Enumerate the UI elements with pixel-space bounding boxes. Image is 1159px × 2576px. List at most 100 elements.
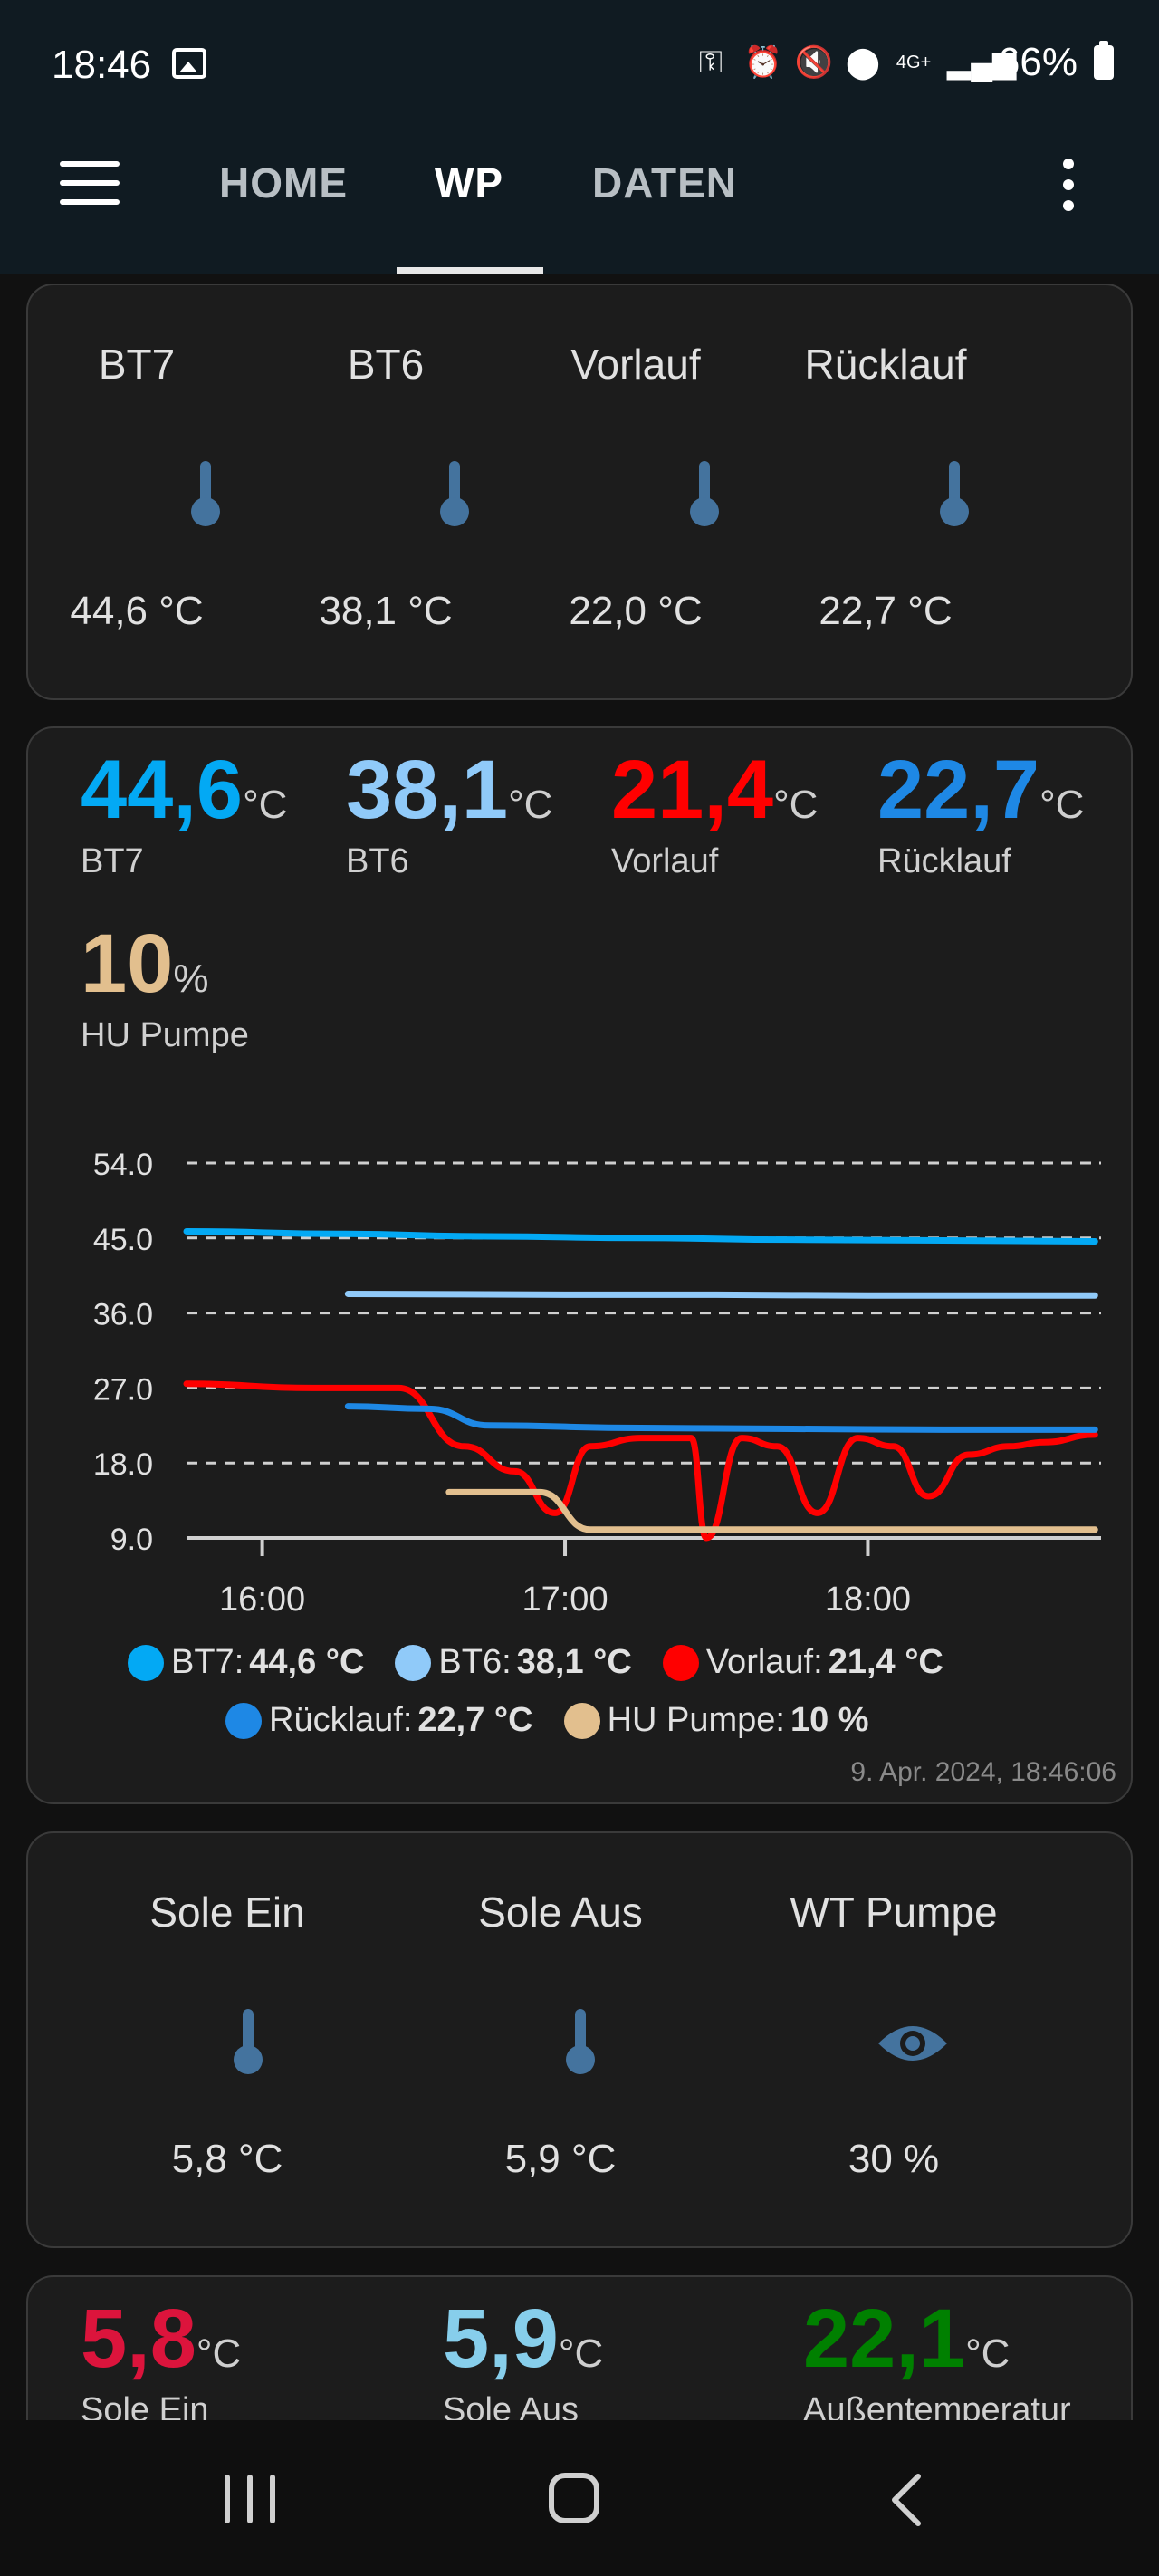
readout-value: 22,7 xyxy=(877,744,1040,836)
readout-value: 5,9 xyxy=(443,2292,559,2385)
readout-sole-ein: 5,8°C xyxy=(81,2292,241,2387)
sensor-name: Sole Ein xyxy=(149,1889,305,1936)
thermometer-icon xyxy=(690,461,719,526)
status-bar: 18:46 ⚿ ⏰ 🔇 ⬤ 4G+ ▂▄▆ 66% xyxy=(0,0,1159,131)
mini-graph-card[interactable]: 44,6°C BT7 38,1°C BT6 21,4°C Vorlauf 22,… xyxy=(26,726,1133,1804)
network-type-icon: 4G+ xyxy=(896,53,932,72)
y-tick-label: 36.0 xyxy=(93,1298,153,1332)
readout-value: 5,8 xyxy=(81,2292,196,2385)
readout-bt7: 44,6°C xyxy=(81,743,287,838)
readout-value: 10 xyxy=(81,918,174,1010)
location-icon: ⬤ xyxy=(845,45,880,80)
sensor-value: 22,7 °C xyxy=(819,589,953,633)
x-tick-label: 17:00 xyxy=(522,1581,608,1619)
sensor-ruecklauf[interactable]: Rücklauf xyxy=(790,340,981,389)
sensor-name: Sole Aus xyxy=(478,1889,643,1936)
sensor-sole-aus[interactable]: Sole Aus xyxy=(452,1888,669,1937)
series-line-r-cklauf xyxy=(344,1403,1098,1433)
sensor-sole-ein[interactable]: Sole Ein xyxy=(119,1888,336,1937)
readout-value: 38,1 xyxy=(346,744,509,836)
sensor-value: 5,8 °C xyxy=(171,2137,283,2181)
x-tick-label: 18:00 xyxy=(825,1581,911,1619)
tab-home[interactable]: HOME xyxy=(219,159,348,207)
sensor-bt6[interactable]: BT6 xyxy=(309,340,463,389)
line-chart: 9.0 18.0 27.0 36.0 45.0 54.0 16:00 17:00 18:00 xyxy=(93,1148,1101,1619)
readout-unit: °C xyxy=(773,783,819,827)
series-line-vorlauf xyxy=(183,1380,1098,1542)
readout-vorlauf: 21,4°C xyxy=(611,743,818,838)
legend-value: 22,7 °C xyxy=(417,1701,533,1739)
legend-value: 10 % xyxy=(790,1701,869,1739)
sensor-name: WT Pumpe xyxy=(790,1889,998,1936)
y-tick-label: 9.0 xyxy=(110,1523,153,1557)
legend-name: HU Pumpe: xyxy=(607,1701,785,1739)
sensor-bt7[interactable]: BT7 xyxy=(60,340,214,389)
readout-value: 44,6 xyxy=(81,744,244,836)
series-line-bt6 xyxy=(344,1290,1098,1299)
readout-ruecklauf: 22,7°C xyxy=(877,743,1084,838)
tab-daten[interactable]: DATEN xyxy=(592,159,738,207)
battery-percent: 66% xyxy=(997,40,1078,84)
readout-bt6: 38,1°C xyxy=(346,743,552,838)
readout-label: BT7 xyxy=(81,842,144,880)
readout-value: 22,1 xyxy=(803,2292,966,2385)
sensor-value: 22,0 °C xyxy=(569,589,703,633)
sensor-value: 44,6 °C xyxy=(70,589,204,633)
thermometer-icon xyxy=(191,461,220,526)
readout-hu-pumpe: 10% xyxy=(81,917,208,1012)
sensor-card-temperatures: BT7 44,6 °C BT6 38,1 °C Vorlauf 22,0 °C … xyxy=(26,284,1133,700)
readout-sole-aus: 5,9°C xyxy=(443,2292,603,2387)
legend-row-1: BT7: 44,6 °C BT6: 38,1 °C Vorlauf: 21,4 °C xyxy=(128,1643,943,1682)
readout-unit: °C xyxy=(558,2331,604,2376)
legend-dot-bt6 xyxy=(395,1644,432,1681)
legend-dot-ruecklauf xyxy=(225,1702,262,1739)
y-tick-label: 45.0 xyxy=(93,1223,153,1257)
home-button[interactable] xyxy=(549,2473,599,2523)
y-tick-label: 27.0 xyxy=(93,1372,153,1407)
readout-label: HU Pumpe xyxy=(81,1016,249,1054)
vpn-key-icon: ⚿ xyxy=(698,45,723,80)
thermometer-icon xyxy=(440,461,469,526)
thermometer-icon xyxy=(940,461,969,526)
y-tick-label: 18.0 xyxy=(93,1447,153,1482)
last-updated-timestamp: 9. Apr. 2024, 18:46:06 xyxy=(850,1757,1116,1787)
sensor-name: Rücklauf xyxy=(804,341,967,388)
legend-value: 21,4 °C xyxy=(828,1643,943,1681)
y-tick-label: 54.0 xyxy=(93,1148,153,1182)
legend-value: 44,6 °C xyxy=(249,1643,365,1681)
status-icons: ⚿ ⏰ 🔇 ⬤ 4G+ ▂▄▆ 66% xyxy=(694,40,1114,85)
more-options-icon[interactable] xyxy=(1061,159,1076,213)
readout-unit: % xyxy=(173,956,209,1001)
x-tick-label: 16:00 xyxy=(219,1581,305,1619)
app-bar: HOME WP DATEN xyxy=(0,131,1159,274)
sensor-card-sole: Sole Ein 5,8 °C Sole Aus 5,9 °C WT Pumpe… xyxy=(26,1831,1133,2248)
readout-unit: °C xyxy=(1039,783,1085,827)
readout-label: Rücklauf xyxy=(877,842,1011,880)
sensor-name: BT7 xyxy=(98,341,176,388)
tab-wp[interactable]: WP xyxy=(435,159,504,207)
readout-unit: °C xyxy=(196,2331,242,2376)
menu-icon[interactable] xyxy=(60,161,120,207)
readout-value: 21,4 xyxy=(611,744,774,836)
back-button[interactable] xyxy=(884,2473,934,2527)
series-line-bt7 xyxy=(183,1227,1098,1245)
readout-aussentemperatur: 22,1°C xyxy=(803,2292,1010,2387)
gallery-notification-icon xyxy=(172,48,206,79)
sensor-value: 38,1 °C xyxy=(319,589,453,633)
legend-value: 38,1 °C xyxy=(516,1643,632,1681)
sensor-value: 30 % xyxy=(848,2137,940,2181)
sensor-value: 5,9 °C xyxy=(504,2137,617,2181)
sensor-vorlauf[interactable]: Vorlauf xyxy=(550,340,722,389)
legend-dot-vorlauf xyxy=(662,1644,699,1681)
legend-name: Rücklauf: xyxy=(269,1701,413,1739)
sensor-wt-pumpe[interactable]: WT Pumpe xyxy=(785,1888,1002,1937)
recent-apps-button[interactable] xyxy=(225,2475,275,2523)
legend-name: BT7: xyxy=(171,1643,244,1681)
series-line-hu-pumpe xyxy=(445,1488,1098,1533)
active-tab-indicator xyxy=(397,267,543,274)
sensor-name: Vorlauf xyxy=(570,341,701,388)
readout-unit: °C xyxy=(508,783,553,827)
readout-unit: °C xyxy=(243,783,288,827)
system-navigation-bar xyxy=(0,2420,1159,2576)
status-time: 18:46 xyxy=(52,43,152,87)
